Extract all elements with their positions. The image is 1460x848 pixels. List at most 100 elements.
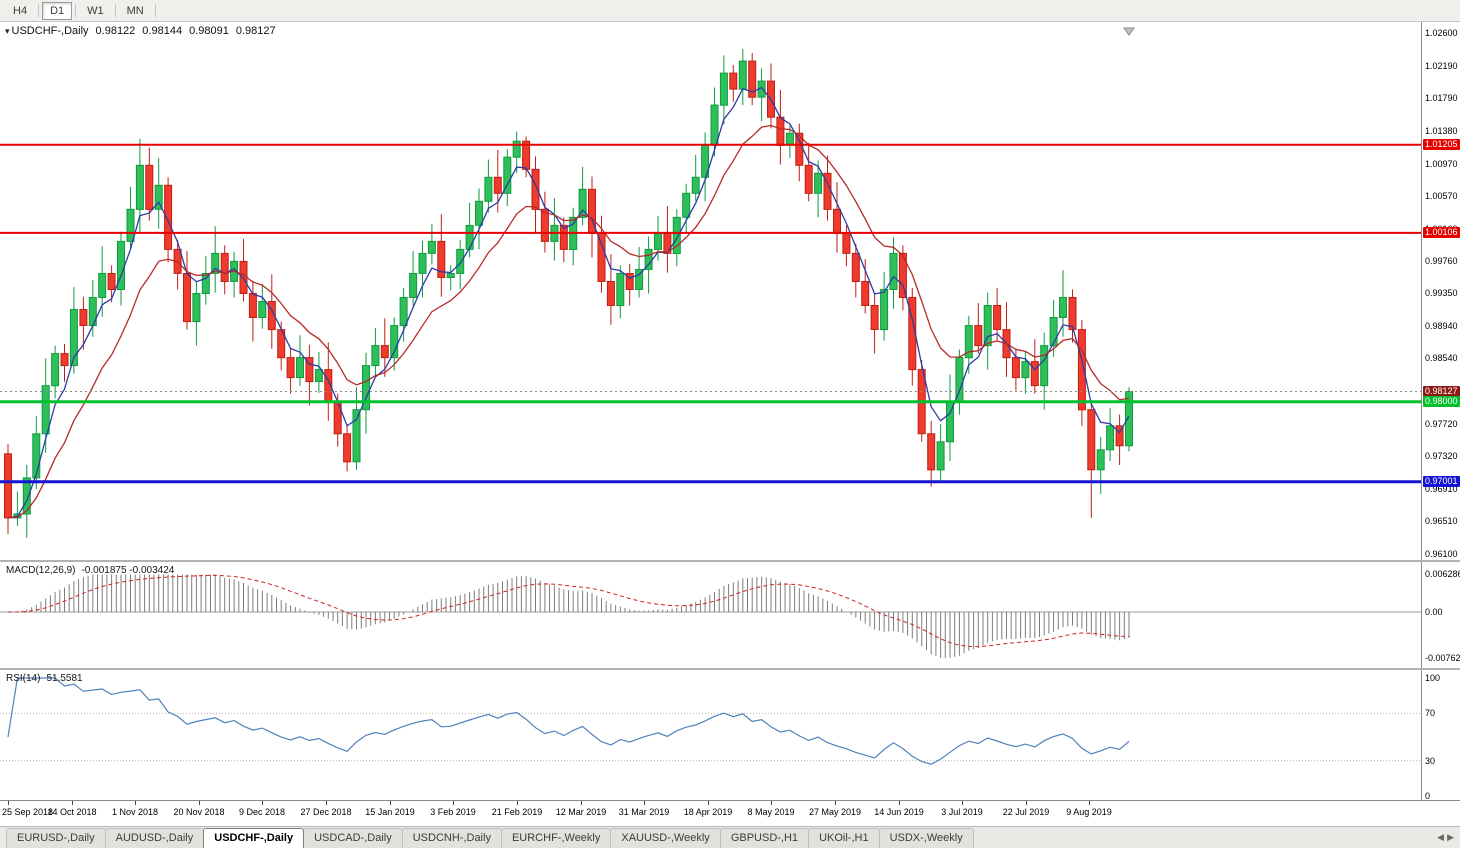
- candle-body: [993, 305, 1002, 330]
- candle-body: [126, 208, 135, 242]
- candle-body: [889, 252, 898, 290]
- candle-body: [691, 176, 700, 194]
- candle-body: [1068, 297, 1077, 331]
- ohlc-low-value: 0.98091: [189, 25, 229, 37]
- chart-tab-xauusd-weekly[interactable]: XAUUSD-,Weekly: [610, 828, 721, 848]
- macd-label: MACD(12,26,9) -0.001875 -0.003424: [6, 565, 174, 576]
- date-label: 27 May 2019: [808, 807, 862, 817]
- macd-axis-label: -0.00762: [1425, 653, 1460, 663]
- rsi-indicator-pane[interactable]: RSI(14) 51.5581: [0, 670, 1421, 800]
- chart-tab-eurusd-daily[interactable]: EURUSD-,Daily: [6, 828, 106, 848]
- price-tick-label: 1.00570: [1425, 191, 1458, 201]
- chart-tab-gbpusd-h1[interactable]: GBPUSD-,H1: [719, 828, 810, 848]
- candle-body: [776, 116, 785, 146]
- candle-body: [955, 357, 964, 403]
- rsi-value: 51.5581: [46, 673, 83, 684]
- date-tick: [771, 801, 772, 805]
- pane-splitter[interactable]: [0, 560, 1460, 562]
- timeframe-button-h4[interactable]: H4: [13, 4, 28, 17]
- candle-body: [484, 176, 493, 202]
- date-tick: [1026, 801, 1027, 805]
- macd-chart[interactable]: [0, 562, 1421, 668]
- candle-body: [211, 252, 220, 274]
- date-label: 9 Aug 2019: [1066, 807, 1112, 817]
- candle-body: [343, 433, 352, 463]
- slow-ma-line: [7, 124, 1130, 519]
- date-label: 9 Dec 2018: [238, 807, 286, 817]
- candle-body: [974, 325, 983, 347]
- macd-axis-label: 0.00: [1425, 607, 1443, 617]
- main-chart-pane[interactable]: ▾ USDCHF-,Daily 0.98122 0.98144 0.98091 0.981…: [0, 22, 1421, 560]
- date-tick: [644, 801, 645, 805]
- symbol-marker-icon[interactable]: ▾: [5, 26, 10, 36]
- price-line-label: 1.00106: [1423, 227, 1460, 238]
- price-tick-label: 1.01790: [1425, 93, 1458, 103]
- candle-body: [635, 269, 644, 290]
- candle-body: [371, 345, 380, 367]
- candle-body: [512, 140, 521, 158]
- date-label: 20 Nov 2018: [173, 807, 225, 817]
- price-line-label: 0.98127: [1423, 386, 1460, 397]
- candle-body: [1125, 391, 1133, 447]
- date-tick: [962, 801, 963, 805]
- toolbar-separator: [75, 4, 77, 17]
- candle-body: [606, 281, 615, 306]
- date-tick: [135, 801, 136, 805]
- candle-body: [748, 60, 757, 98]
- timeframe-button-d1[interactable]: D1: [42, 1, 73, 20]
- rsi-chart[interactable]: [0, 670, 1421, 800]
- price-line-label: 1.01205: [1423, 139, 1460, 150]
- candle-body: [267, 301, 276, 331]
- price-tick-label: 0.99350: [1425, 288, 1458, 298]
- chart-tab-usdchf-daily[interactable]: USDCHF-,Daily: [203, 828, 305, 848]
- candle-body: [32, 433, 41, 479]
- date-tick: [517, 801, 518, 805]
- date-label: 31 Mar 2019: [618, 807, 670, 817]
- date-axis[interactable]: 25 Sep 2018 14 Oct 2018 1 Nov 2018 20 Nov 2…: [0, 800, 1460, 826]
- chart-symbol-label: USDCHF-,Daily: [11, 25, 89, 37]
- chart-tab-usdcad-daily[interactable]: USDCAD-,Daily: [303, 828, 403, 848]
- candle-body: [898, 252, 907, 298]
- candle-body: [145, 164, 154, 210]
- tab-scroll-left-icon[interactable]: ◀: [1437, 832, 1445, 842]
- price-axis[interactable]: 1.02600 1.02190 1.01790 1.01380 1.00970 1.005…: [1421, 22, 1460, 801]
- rsi-axis-label: 100: [1425, 673, 1441, 683]
- ohlc-close-value: 0.98127: [235, 25, 276, 37]
- timeframe-button-w1[interactable]: W1: [87, 4, 104, 17]
- candle-body: [456, 248, 465, 274]
- timeframe-button-mn[interactable]: MN: [126, 4, 144, 17]
- candle-body: [69, 309, 78, 367]
- date-tick: [581, 801, 582, 805]
- tab-scroll-controls: ◀ ▶: [1431, 827, 1460, 848]
- chart-shift-marker-icon[interactable]: [1123, 27, 1135, 36]
- candle-body: [964, 325, 973, 359]
- candle-body: [192, 293, 201, 323]
- candle-body: [833, 208, 841, 234]
- chart-tab-audusd-daily[interactable]: AUDUSD-,Daily: [104, 828, 205, 848]
- candle-body: [559, 224, 568, 250]
- macd-indicator-pane[interactable]: MACD(12,26,9) -0.001875 -0.003424: [0, 562, 1421, 668]
- chart-tab-usdx-weekly[interactable]: USDX-,Weekly: [878, 828, 974, 848]
- candle-body: [710, 104, 719, 146]
- candle-body: [362, 365, 370, 411]
- date-tick: [708, 801, 709, 805]
- chart-tab-usdcnh-daily[interactable]: USDCNH-,Daily: [401, 828, 502, 848]
- candle-body: [1059, 297, 1067, 318]
- ohlc-high-value: 0.98144: [142, 25, 183, 37]
- price-line-label: 0.98000: [1423, 396, 1460, 407]
- chart-window[interactable]: ▾ USDCHF-,Daily 0.98122 0.98144 0.98091 0.981…: [0, 22, 1460, 826]
- candle-body: [927, 433, 936, 471]
- candlestick-chart[interactable]: [0, 22, 1421, 560]
- date-tick: [453, 801, 454, 805]
- candle-body: [390, 325, 399, 359]
- tab-scroll-right-icon[interactable]: ▶: [1447, 832, 1454, 842]
- candle-body: [851, 252, 860, 282]
- timeframe-toolbar: H4 D1 W1 MN: [0, 0, 1460, 22]
- candle-body: [314, 369, 323, 383]
- candle-body: [107, 273, 116, 290]
- price-tick-label: 0.98540: [1425, 353, 1458, 363]
- chart-tab-ukoil-h1[interactable]: UKOil-,H1: [808, 828, 880, 848]
- chart-tab-eurchf-weekly[interactable]: EURCHF-,Weekly: [500, 828, 612, 848]
- pane-splitter[interactable]: [0, 668, 1460, 670]
- candle-body: [418, 252, 427, 274]
